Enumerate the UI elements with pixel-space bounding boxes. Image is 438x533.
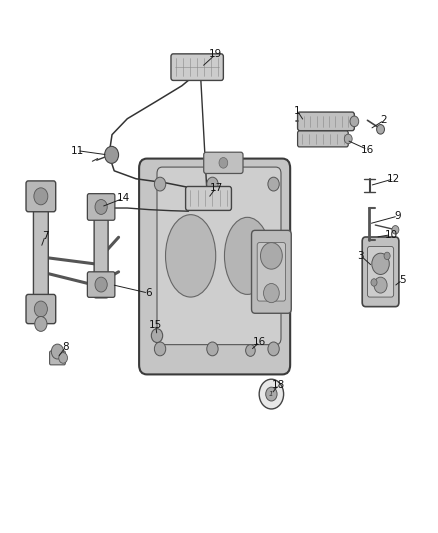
- Text: 18: 18: [272, 379, 286, 390]
- FancyBboxPatch shape: [87, 272, 115, 297]
- FancyBboxPatch shape: [87, 193, 115, 220]
- Circle shape: [95, 199, 107, 214]
- Text: 2: 2: [381, 115, 387, 125]
- Circle shape: [154, 177, 166, 191]
- FancyBboxPatch shape: [204, 152, 243, 173]
- FancyBboxPatch shape: [297, 131, 348, 147]
- FancyBboxPatch shape: [171, 54, 223, 80]
- Circle shape: [384, 252, 390, 260]
- Circle shape: [377, 125, 385, 134]
- Circle shape: [51, 344, 64, 359]
- Text: 12: 12: [387, 174, 400, 184]
- Circle shape: [374, 277, 387, 293]
- Circle shape: [219, 158, 228, 168]
- FancyBboxPatch shape: [367, 247, 394, 297]
- Text: 7: 7: [42, 231, 49, 241]
- Text: 5: 5: [399, 275, 406, 285]
- Text: 15: 15: [149, 320, 162, 330]
- FancyBboxPatch shape: [94, 198, 108, 298]
- Ellipse shape: [166, 215, 216, 297]
- Text: 9: 9: [395, 211, 401, 221]
- Text: 17: 17: [209, 183, 223, 193]
- Circle shape: [246, 345, 255, 357]
- Circle shape: [371, 279, 377, 286]
- Circle shape: [392, 225, 399, 234]
- FancyBboxPatch shape: [139, 159, 290, 374]
- Circle shape: [59, 353, 67, 364]
- Circle shape: [34, 188, 48, 205]
- Text: 3: 3: [357, 251, 364, 261]
- Text: 14: 14: [117, 193, 130, 204]
- Text: 1: 1: [269, 391, 274, 397]
- Text: 6: 6: [145, 288, 152, 298]
- Text: 16: 16: [361, 144, 374, 155]
- Circle shape: [105, 147, 119, 164]
- Circle shape: [344, 134, 352, 144]
- Circle shape: [268, 177, 279, 191]
- Text: 11: 11: [71, 146, 84, 156]
- Text: 16: 16: [253, 337, 266, 347]
- FancyBboxPatch shape: [362, 237, 399, 306]
- FancyBboxPatch shape: [157, 167, 281, 345]
- Text: 1: 1: [294, 106, 301, 116]
- FancyBboxPatch shape: [186, 187, 231, 211]
- Circle shape: [264, 284, 279, 303]
- Text: 19: 19: [209, 50, 222, 59]
- Circle shape: [268, 342, 279, 356]
- Circle shape: [261, 243, 283, 269]
- FancyBboxPatch shape: [33, 190, 48, 322]
- Circle shape: [95, 277, 107, 292]
- Circle shape: [259, 379, 284, 409]
- Circle shape: [207, 177, 218, 191]
- FancyBboxPatch shape: [257, 243, 286, 301]
- Circle shape: [151, 329, 162, 343]
- Circle shape: [372, 253, 389, 274]
- FancyBboxPatch shape: [26, 181, 56, 212]
- Circle shape: [154, 342, 166, 356]
- Circle shape: [35, 317, 47, 332]
- Circle shape: [207, 342, 218, 356]
- Circle shape: [266, 387, 277, 401]
- FancyBboxPatch shape: [26, 294, 56, 324]
- Circle shape: [34, 301, 47, 317]
- FancyBboxPatch shape: [49, 351, 65, 365]
- Circle shape: [350, 116, 359, 127]
- FancyBboxPatch shape: [251, 230, 291, 313]
- Text: 10: 10: [385, 230, 398, 240]
- Ellipse shape: [224, 217, 270, 294]
- FancyBboxPatch shape: [297, 112, 354, 131]
- Text: 8: 8: [62, 342, 69, 352]
